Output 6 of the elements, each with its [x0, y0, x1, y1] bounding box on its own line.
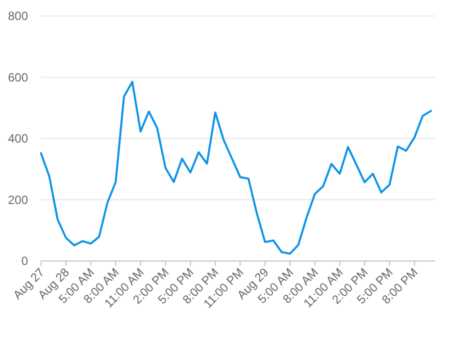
- y-tick-label: 600: [8, 70, 28, 84]
- y-tick-label: 200: [8, 192, 28, 207]
- line-series: [40, 80, 432, 255]
- y-tick-label: 0: [21, 254, 28, 268]
- y-tick-label: 400: [8, 132, 28, 146]
- y-tick-label: 800: [8, 9, 28, 24]
